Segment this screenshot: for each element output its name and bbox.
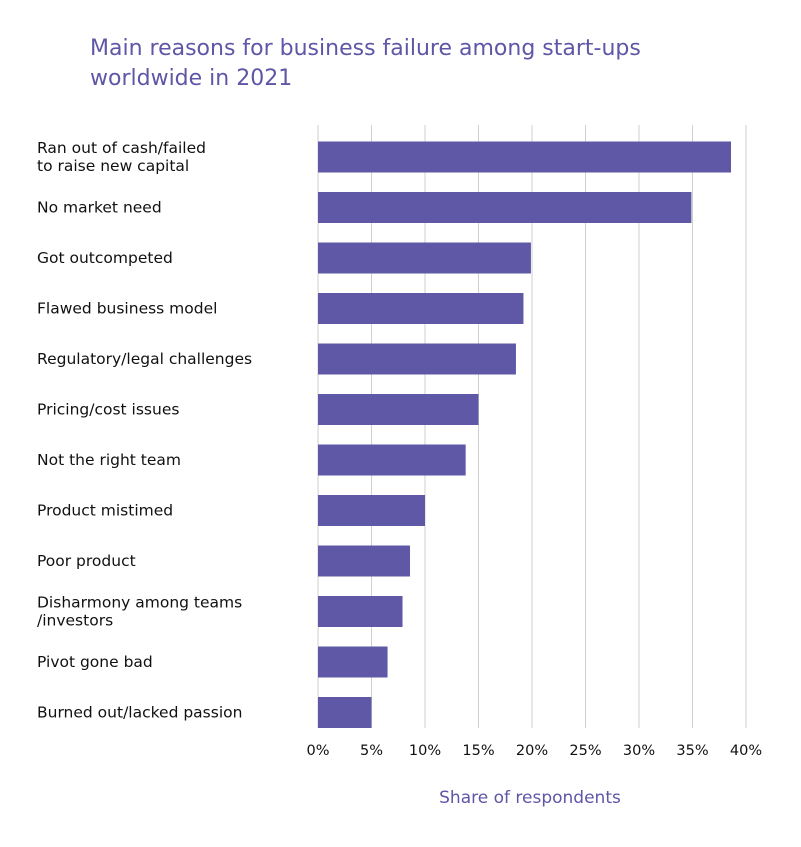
bars — [318, 141, 732, 728]
x-tick-label: 20% — [516, 743, 548, 759]
bar — [318, 343, 516, 375]
x-tick-label: 10% — [409, 743, 441, 759]
category-label: Pivot gone bad — [37, 653, 153, 671]
bar — [318, 646, 388, 678]
x-axis-ticks: 0% 5% 10% 15% 20% 25% 30% 35% 40% — [306, 743, 762, 759]
x-tick-label: 15% — [462, 743, 494, 759]
bar — [318, 545, 411, 577]
x-tick-label: 5% — [360, 743, 383, 759]
category-label: Regulatory/legal challenges — [37, 350, 252, 368]
bar — [318, 444, 466, 476]
category-label: Pricing/cost issues — [37, 401, 179, 419]
category-label: to raise new capital — [37, 157, 189, 175]
x-tick-label: 0% — [306, 743, 329, 759]
bar — [318, 242, 531, 274]
bar — [318, 495, 425, 526]
bar — [318, 192, 692, 223]
category-label: No market need — [37, 199, 162, 217]
category-label: Product mistimed — [37, 502, 173, 520]
category-label: Poor product — [37, 552, 136, 570]
bar — [318, 394, 479, 425]
x-tick-label: 30% — [623, 743, 655, 759]
category-label: Ran out of cash/failed — [37, 139, 206, 157]
category-label: Not the right team — [37, 451, 181, 469]
bar — [318, 697, 372, 728]
x-tick-label: 25% — [569, 743, 601, 759]
bar — [318, 293, 524, 324]
chart-title: Main reasons for business failure among … — [90, 34, 770, 94]
category-label: Got outcompeted — [37, 249, 173, 267]
x-axis-title: Share of respondents — [439, 788, 621, 808]
category-label: /investors — [37, 612, 113, 630]
category-label: Flawed business model — [37, 300, 217, 318]
chart-title-line-2: worldwide in 2021 — [90, 66, 293, 91]
bar — [318, 596, 403, 627]
bar — [318, 141, 732, 173]
chart-title-line-1: Main reasons for business failure among … — [90, 36, 641, 61]
category-label: Disharmony among teams — [37, 594, 242, 612]
gridlines — [317, 125, 747, 728]
x-tick-label: 40% — [730, 743, 762, 759]
x-tick-label: 35% — [676, 743, 708, 759]
category-label: Burned out/lacked passion — [37, 704, 242, 722]
